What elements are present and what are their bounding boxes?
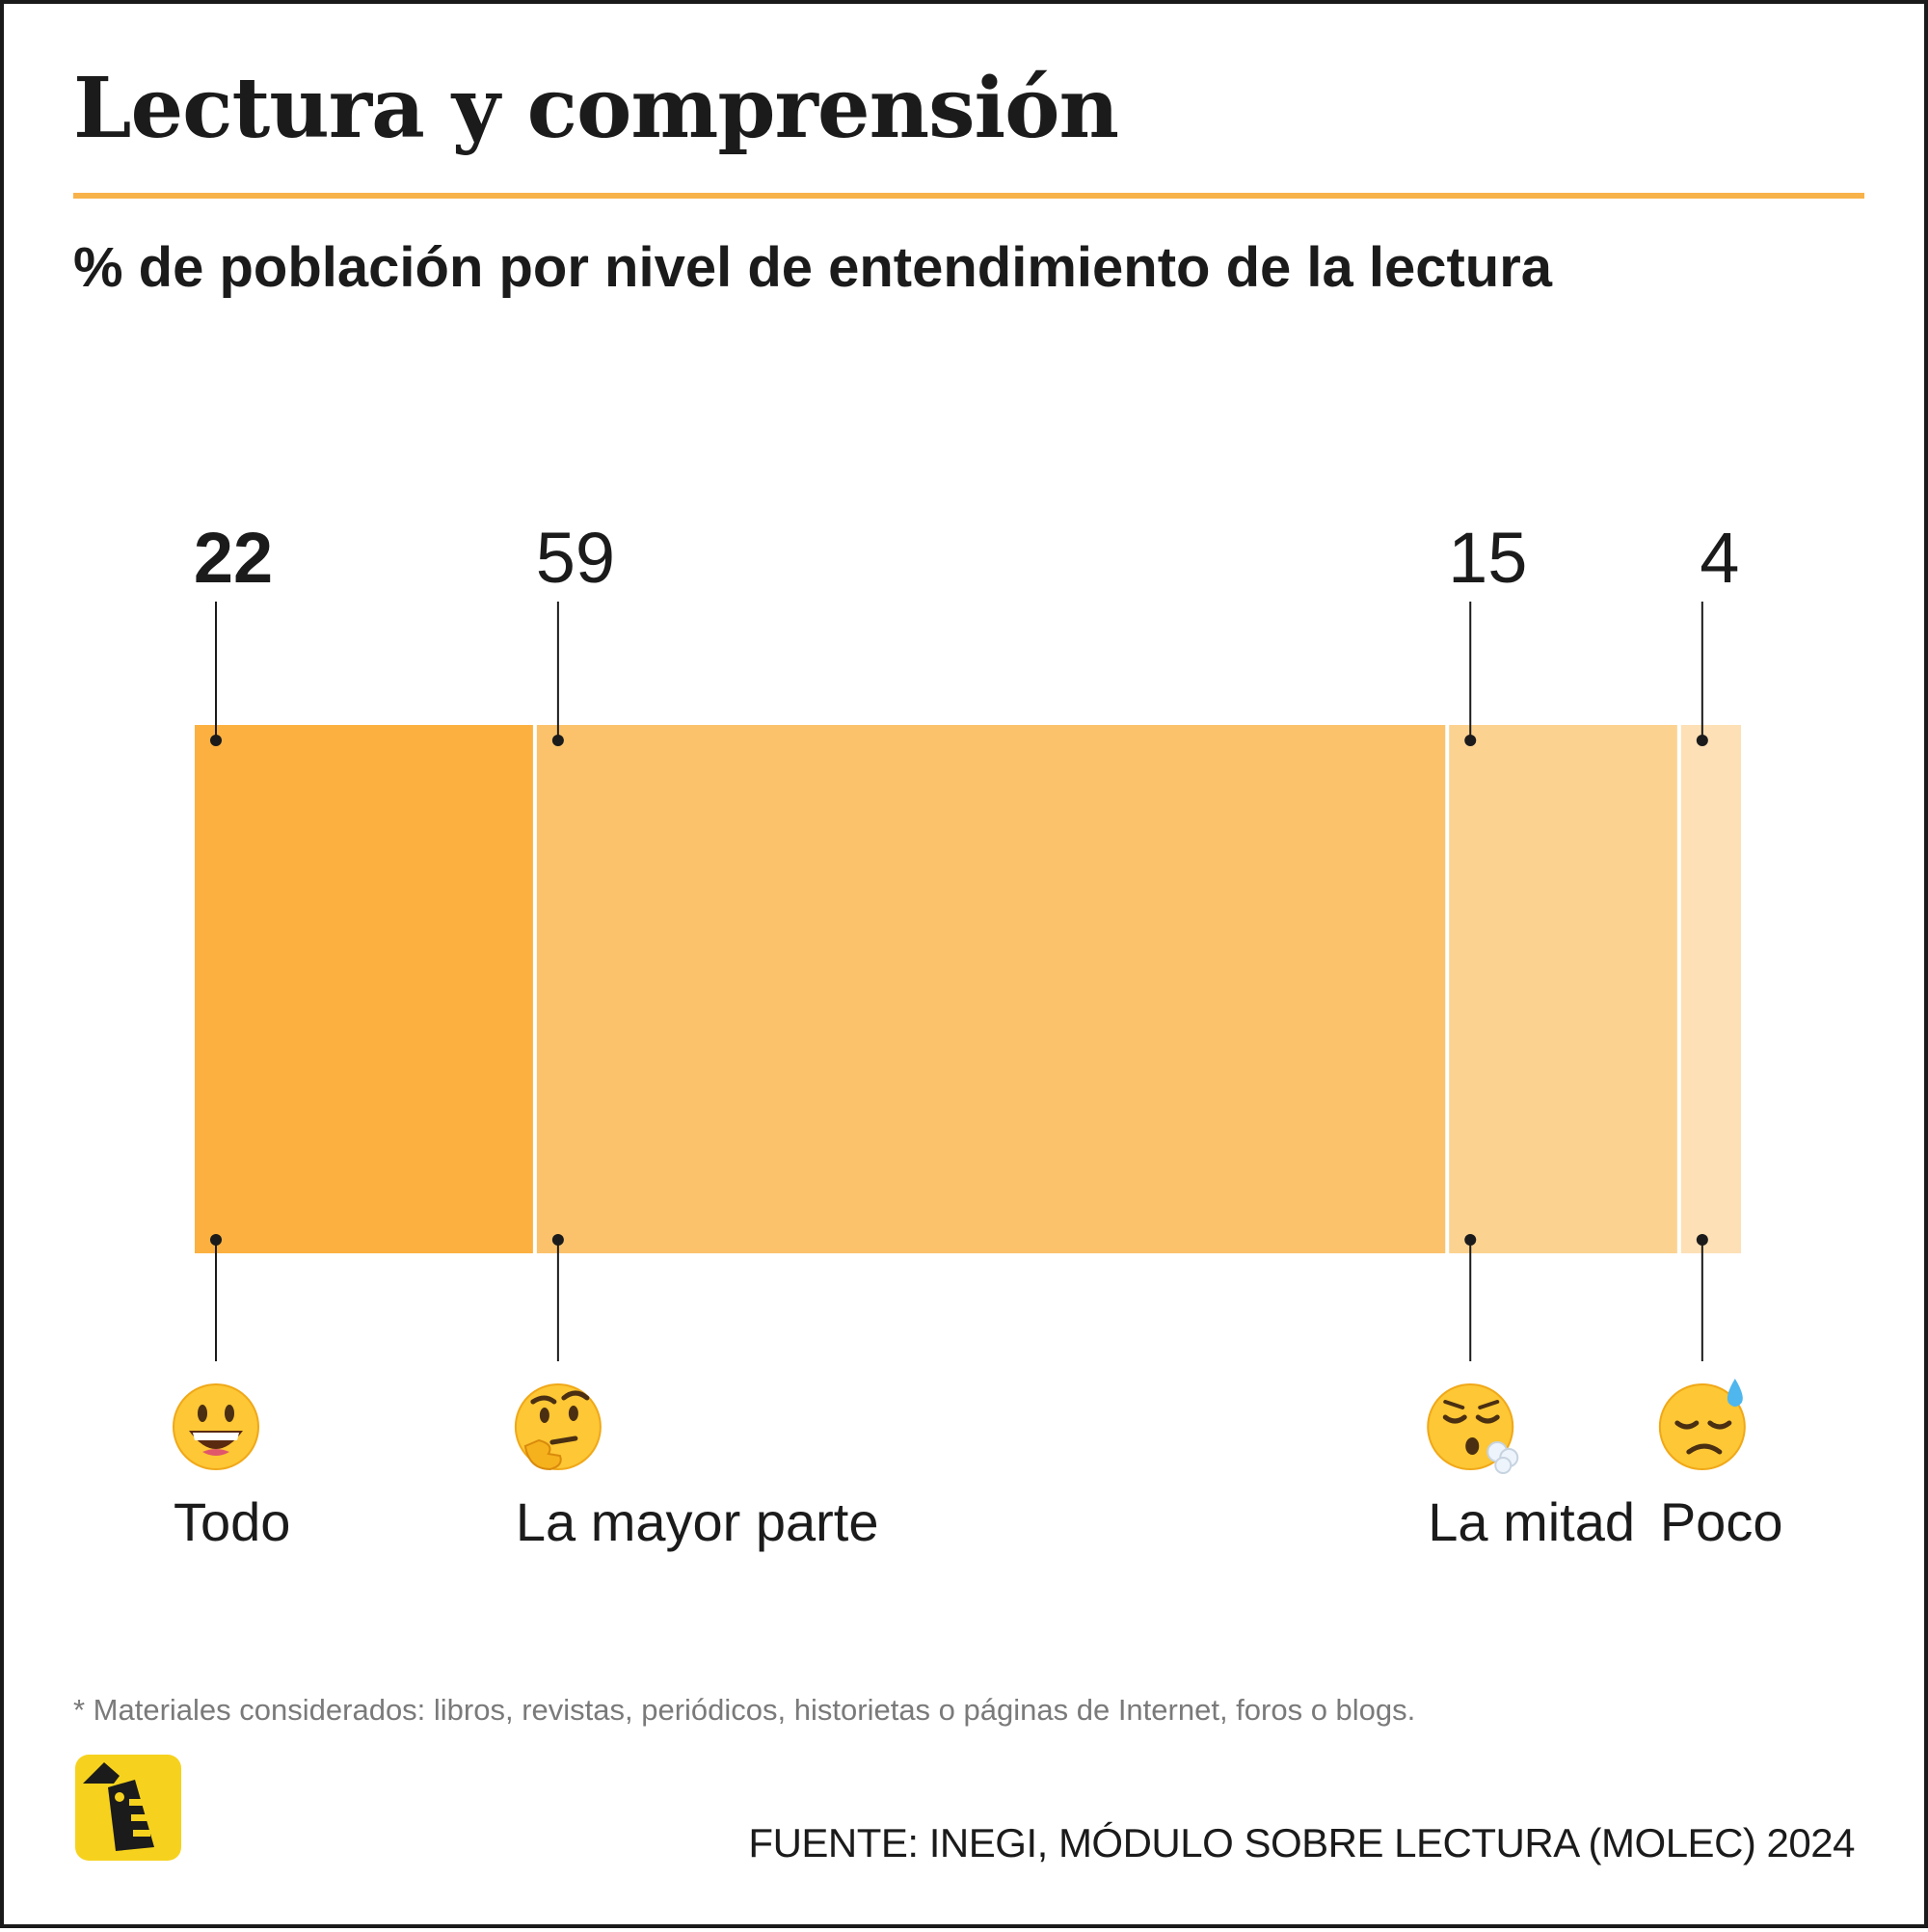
leader-dot-top-1 — [551, 735, 564, 746]
leader-dot-top-3 — [1696, 735, 1708, 746]
bar-segment-3 — [1680, 725, 1741, 1253]
grinning-face-icon — [173, 1383, 259, 1470]
title-divider — [73, 193, 1864, 199]
leader-dot-top-0 — [210, 735, 222, 746]
category-label-0: Todo — [174, 1491, 290, 1552]
leader-dot-top-2 — [1464, 735, 1477, 746]
category-label-2: La mitad — [1428, 1491, 1635, 1552]
bar-segment-2 — [1449, 725, 1677, 1253]
value-label-3: 4 — [1700, 518, 1739, 598]
value-label-1: 59 — [536, 518, 615, 598]
category-label-3: Poco — [1660, 1491, 1783, 1552]
footnote: * Materiales considerados: libros, revis… — [73, 1693, 1416, 1727]
category-label-1: La mayor parte — [516, 1491, 879, 1552]
logo-icon — [75, 1755, 181, 1861]
thinking-face-icon — [514, 1383, 602, 1471]
value-label-0: 22 — [194, 518, 273, 598]
value-label-2: 15 — [1448, 518, 1527, 598]
face-exhaling-icon — [1427, 1383, 1519, 1474]
chart-subtitle: % de población por nivel de entendimient… — [73, 236, 1553, 299]
bar-segment-0 — [195, 725, 533, 1253]
sad-sweat-face-icon — [1658, 1379, 1746, 1470]
chart-title: Lectura y comprensión — [73, 60, 1119, 157]
stacked-bar-chart: 22 Todo 59 La mayor parte 15 La mitad 4 Poco — [173, 518, 1783, 1552]
bar-segment-1 — [536, 725, 1446, 1253]
source-credit: FUENTE: INEGI, MÓDULO SOBRE LECTURA (MOL… — [748, 1820, 1855, 1865]
